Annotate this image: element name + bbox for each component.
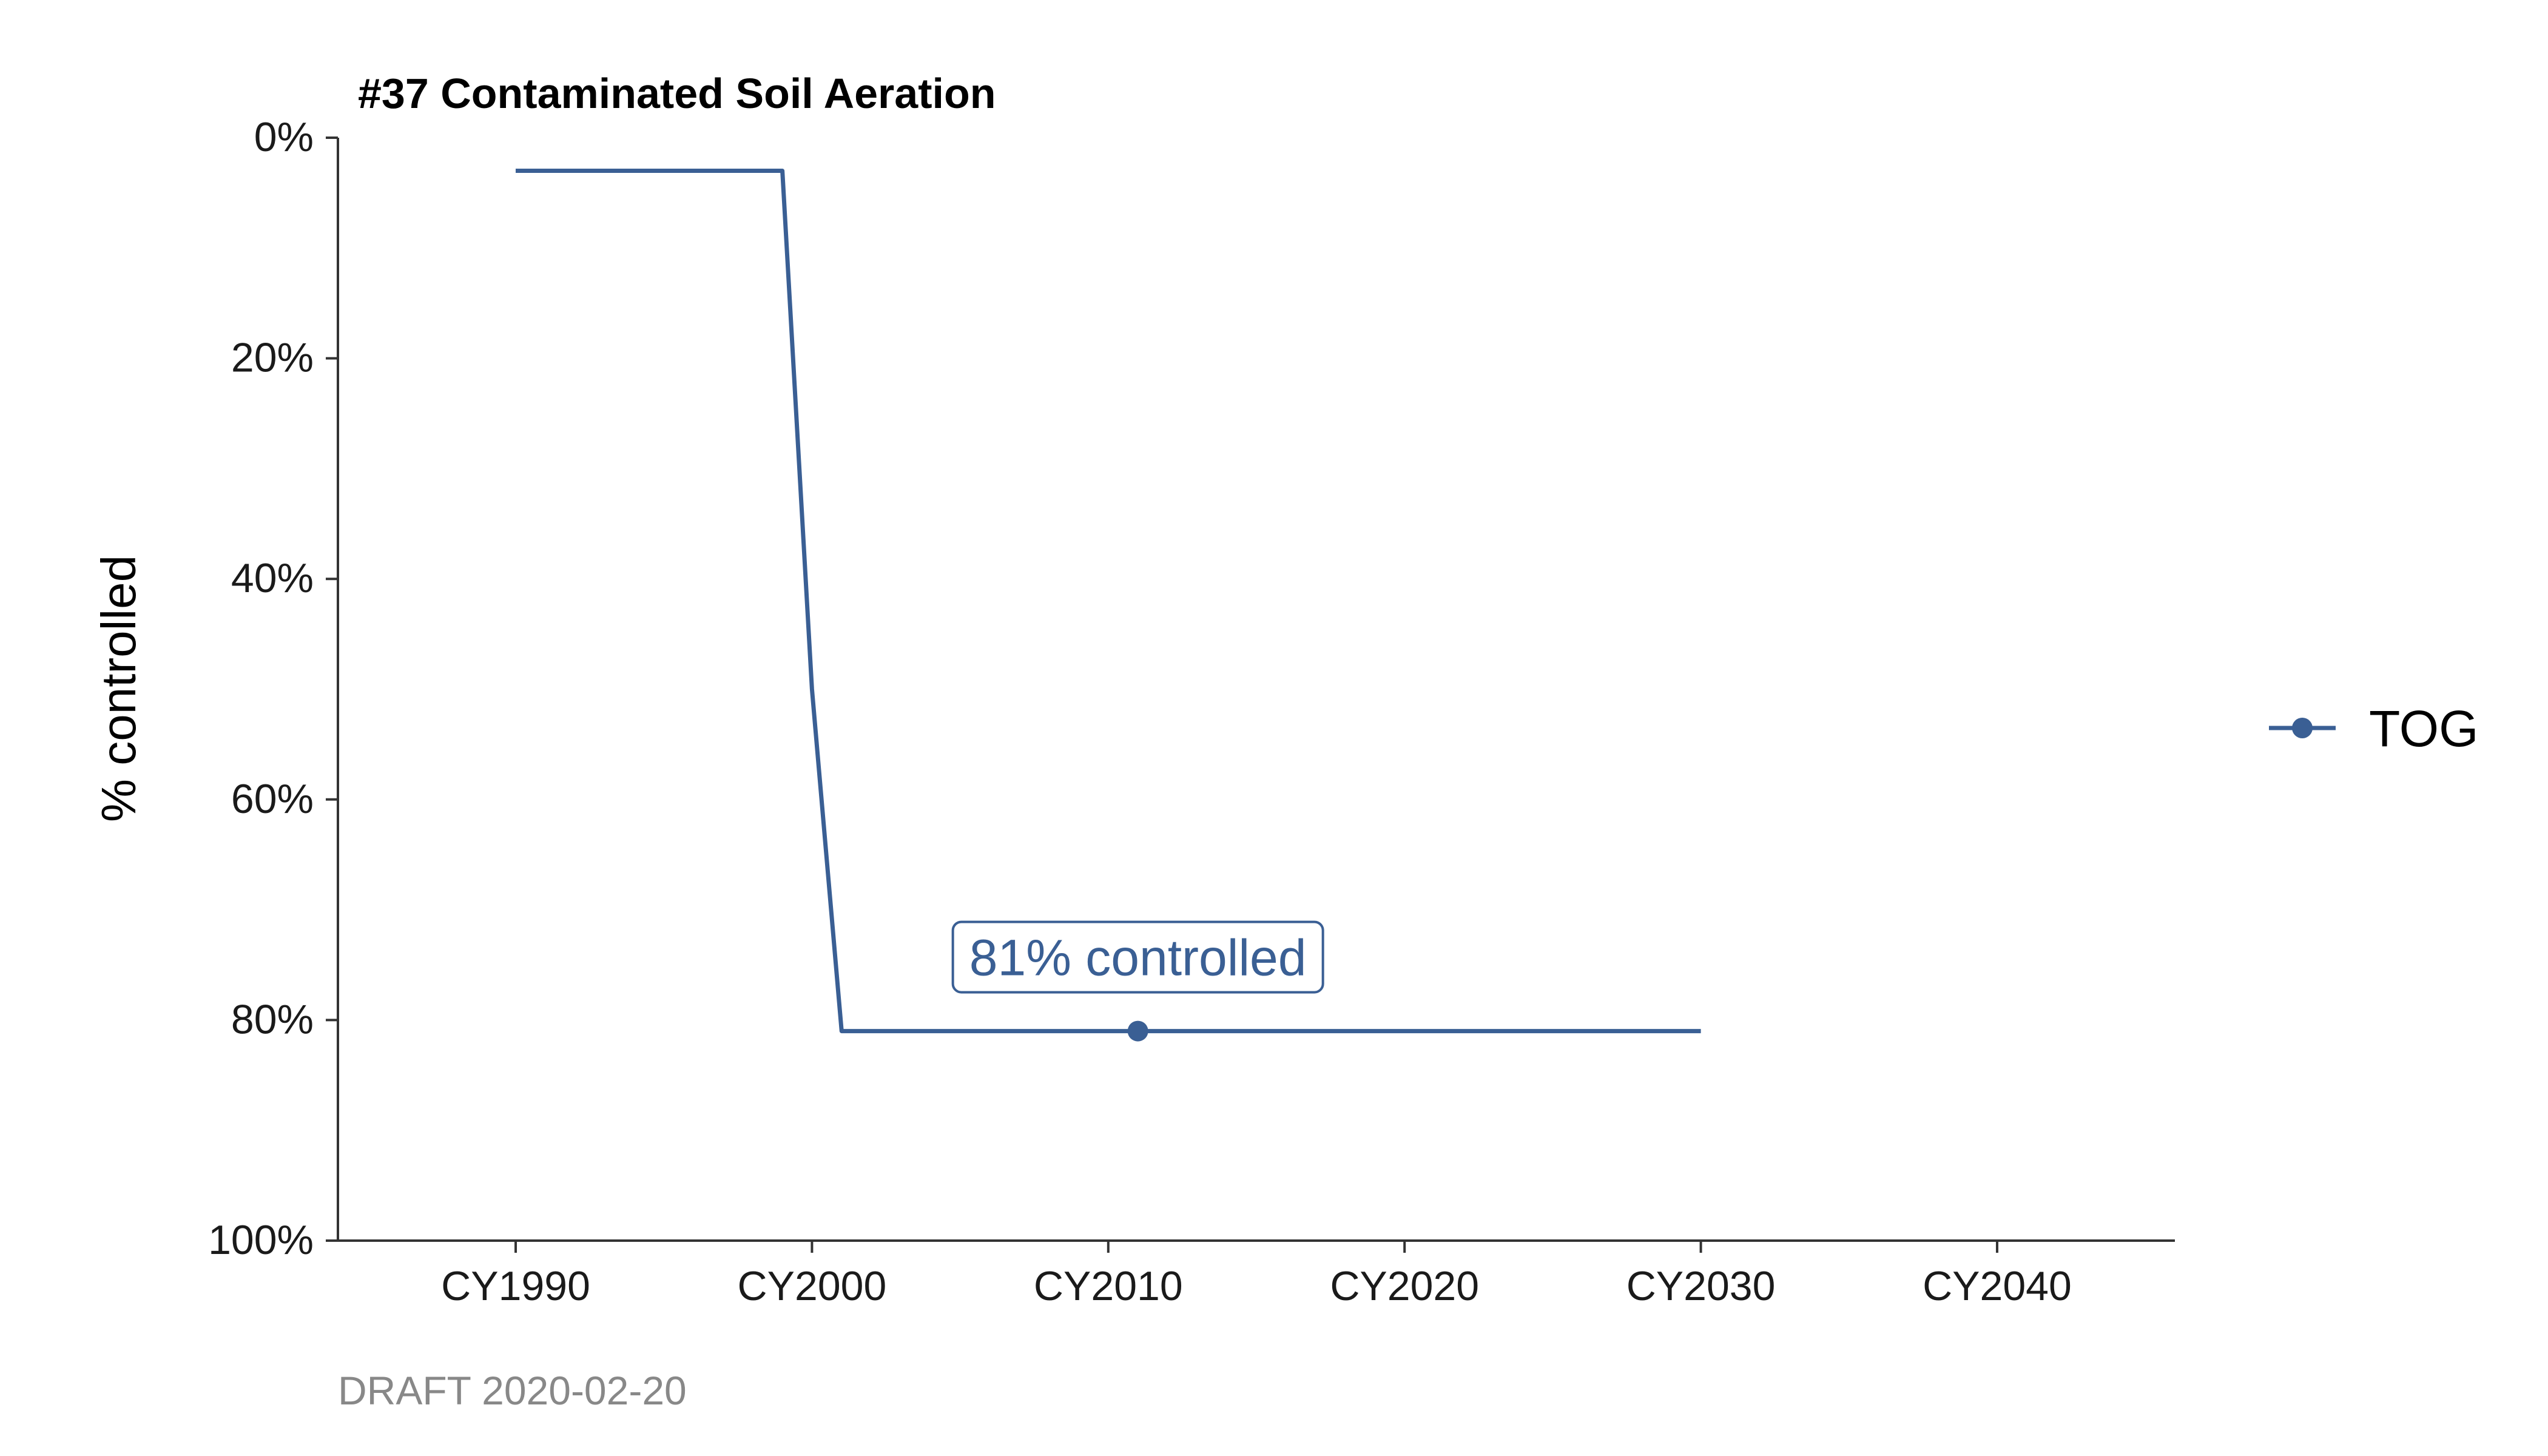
y-tick-label: 80% xyxy=(231,996,314,1042)
x-tick-label: CY2020 xyxy=(1330,1263,1479,1309)
y-axis-ticks: 0% 20% 40% 60% 80% 100% xyxy=(208,114,338,1263)
annotation-label: 81% controlled xyxy=(969,929,1307,986)
axes xyxy=(337,138,2175,1242)
y-tick-label: 0% xyxy=(254,114,314,160)
series-line-tog xyxy=(516,169,1701,1034)
draft-caption: DRAFT 2020-02-20 xyxy=(338,1368,687,1413)
highlight-point xyxy=(1127,1020,1148,1042)
series-layer xyxy=(516,169,1701,1042)
x-tick-label: CY1990 xyxy=(441,1263,590,1309)
y-tick-label: 40% xyxy=(231,555,314,601)
chart-title: #37 Contaminated Soil Aeration xyxy=(358,70,996,117)
x-tick-label: CY2000 xyxy=(738,1263,887,1309)
annotation-layer: 81% controlled xyxy=(951,920,1324,994)
x-tick-label: CY2040 xyxy=(1923,1263,2072,1309)
x-tick-label: CY2030 xyxy=(1626,1263,1776,1309)
x-axis-ticks: CY1990 CY2000 CY2010 CY2020 CY2030 CY2040 xyxy=(441,1241,2072,1309)
annotation-box xyxy=(951,920,1324,994)
legend-label: TOG xyxy=(2369,700,2478,757)
x-tick-label: CY2010 xyxy=(1034,1263,1183,1309)
legend-marker xyxy=(2292,718,2313,738)
legend: TOG xyxy=(2269,700,2478,757)
y-tick-label: 20% xyxy=(231,335,314,381)
y-axis-title: % controlled xyxy=(92,555,146,822)
y-tick-label: 100% xyxy=(208,1217,314,1263)
y-tick-label: 60% xyxy=(231,776,314,822)
